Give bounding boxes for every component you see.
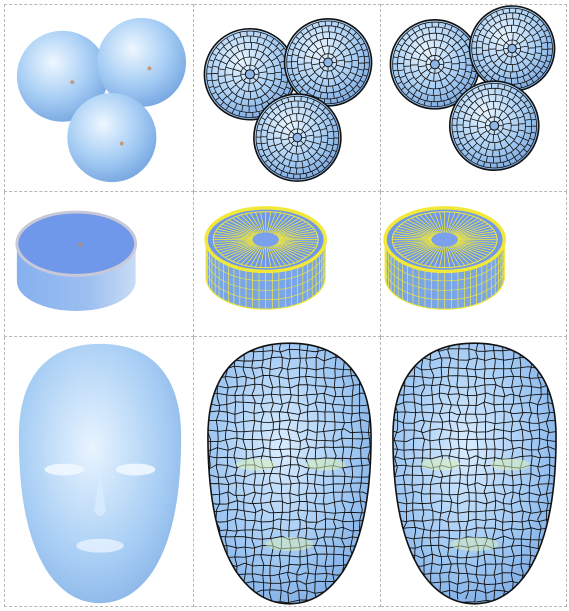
polygonal-sphere: [448, 80, 540, 172]
spheres-poly-svg-2: [389, 5, 556, 172]
disc-shaded-svg: [15, 210, 138, 311]
face-shaded-svg: [18, 343, 182, 604]
panel-face-shaded: [4, 337, 194, 607]
polygonal-disc: [383, 206, 507, 310]
panel-spheres-polygonal-1: [194, 4, 381, 192]
polygonal-disc: [204, 206, 327, 310]
polygonal-sphere: [253, 93, 342, 182]
panel-disc-polygonal-1: [194, 192, 381, 337]
spheres-shaded-svg: [16, 17, 187, 183]
panel-disc-polygonal-2: [381, 192, 567, 337]
panel-spheres-shaded: [4, 4, 194, 192]
sphere-left: [16, 30, 108, 122]
face-poly-svg-2: [392, 342, 557, 605]
disc-poly-svg-1: [204, 206, 327, 310]
polygonal-face: [207, 342, 372, 605]
face-poly-svg-1: [207, 342, 372, 605]
disc-top: [15, 210, 138, 277]
panel-face-polygonal-2: [381, 337, 567, 607]
panel-face-polygonal-1: [194, 337, 381, 607]
sphere-right: [97, 17, 187, 107]
spheres-poly-svg-1: [203, 18, 373, 182]
polygonal-sphere: [389, 19, 481, 110]
panel-disc-shaded: [4, 192, 194, 337]
panel-spheres-polygonal-2: [381, 4, 567, 192]
sphere-bottom: [67, 93, 157, 183]
polygonal-sphere: [203, 27, 297, 121]
polygonal-sphere: [468, 5, 556, 92]
disc-poly-svg-2: [383, 206, 507, 310]
polygonal-sphere: [283, 18, 373, 107]
polygonal-face: [392, 342, 557, 605]
